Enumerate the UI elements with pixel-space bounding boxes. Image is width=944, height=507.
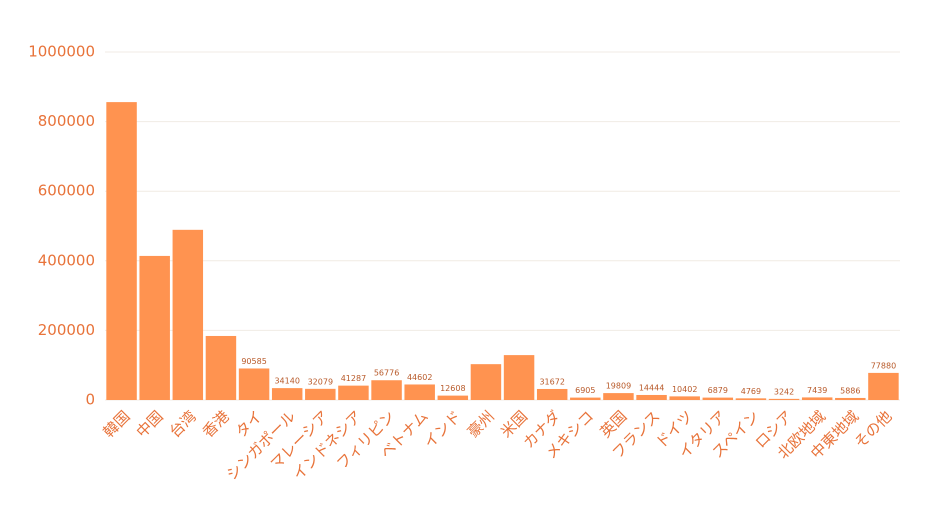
bar xyxy=(172,229,204,400)
bar xyxy=(305,388,336,400)
bar xyxy=(636,394,667,400)
y-tick-label: 800000 xyxy=(38,112,95,130)
x-tick-label: 韓国 xyxy=(100,407,134,441)
value-label: 10402 xyxy=(672,385,697,394)
value-label: 12608 xyxy=(440,384,465,393)
bar xyxy=(470,364,502,400)
bar xyxy=(868,372,899,400)
bar xyxy=(536,388,568,400)
value-label: 14444 xyxy=(639,383,664,392)
value-label: 32079 xyxy=(308,377,333,386)
y-tick-label: 0 xyxy=(85,391,95,409)
bar xyxy=(338,385,369,400)
value-label: 34140 xyxy=(274,377,299,386)
x-tick-label: 香港 xyxy=(199,407,233,441)
x-tick-label: その他 xyxy=(851,407,896,452)
bar xyxy=(437,395,469,400)
bar xyxy=(503,355,535,400)
bar xyxy=(768,398,800,400)
y-tick-label: 200000 xyxy=(38,321,95,339)
value-label: 77880 xyxy=(871,361,896,370)
bar xyxy=(570,397,601,400)
bar xyxy=(835,397,866,400)
value-label: 90585 xyxy=(241,357,266,366)
value-label: 56776 xyxy=(374,369,399,378)
bar xyxy=(205,335,237,400)
value-label: 31672 xyxy=(539,377,564,386)
value-label: 6879 xyxy=(708,386,728,395)
value-label: 3242 xyxy=(774,387,794,396)
bar xyxy=(669,396,700,400)
bar xyxy=(735,398,767,400)
x-tick-label: 豪州 xyxy=(464,407,498,441)
value-label: 41287 xyxy=(341,374,366,383)
bar xyxy=(702,397,734,400)
bar xyxy=(603,393,634,400)
bar xyxy=(404,384,435,400)
value-label: 6905 xyxy=(575,386,595,395)
bar xyxy=(371,380,402,400)
y-tick-label: 400000 xyxy=(38,251,95,269)
bar xyxy=(106,102,137,400)
bar xyxy=(238,368,270,400)
x-tick-label: 台湾 xyxy=(166,407,200,441)
x-tick-label: 中国 xyxy=(133,407,167,441)
bar xyxy=(801,397,833,400)
value-label: 7439 xyxy=(807,386,827,395)
value-label: 19809 xyxy=(606,382,631,391)
value-label: 5886 xyxy=(840,386,860,395)
y-tick-label: 600000 xyxy=(38,182,95,200)
value-label: 4769 xyxy=(741,387,761,396)
y-tick-label: 1000000 xyxy=(28,43,95,61)
bar xyxy=(139,255,170,400)
value-label: 44602 xyxy=(407,373,432,382)
x-tick-label: インド xyxy=(420,407,465,452)
bar xyxy=(271,388,303,400)
